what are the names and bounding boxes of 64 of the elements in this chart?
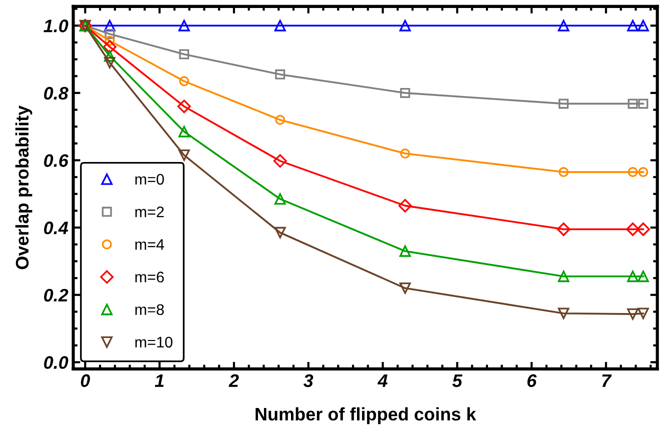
point <box>638 308 649 320</box>
point <box>558 270 570 282</box>
point <box>177 100 191 114</box>
point <box>275 114 286 125</box>
x-tick-label: 5 <box>452 374 462 388</box>
point <box>558 98 569 109</box>
point <box>102 40 116 54</box>
legend-label: m=0 <box>135 174 164 185</box>
y-tick-label: 0.6 <box>44 154 68 167</box>
point <box>627 270 638 282</box>
point <box>104 20 116 32</box>
y-tick-label: 0.4 <box>44 222 68 234</box>
point <box>275 69 286 80</box>
point <box>638 167 648 178</box>
point <box>556 222 570 236</box>
point <box>399 282 411 294</box>
point <box>178 150 190 161</box>
point <box>627 308 638 320</box>
y-axis-title: Overlap probability <box>15 106 32 270</box>
point <box>626 222 640 236</box>
y-tick-label: 0.0 <box>44 356 68 369</box>
point <box>179 76 190 86</box>
y-tick-label: 0.2 <box>44 288 68 302</box>
point <box>558 167 569 178</box>
legend-label: m=10 <box>135 336 172 348</box>
point <box>273 154 287 168</box>
legend-label: m=2 <box>135 206 164 218</box>
x-tick-label: 2 <box>228 374 239 387</box>
x-tick-label: 0 <box>80 374 90 388</box>
point <box>636 222 650 236</box>
point <box>104 50 116 62</box>
x-tick-label: 3 <box>304 374 314 388</box>
point <box>628 98 638 109</box>
x-tick-label: 4 <box>377 374 388 387</box>
point <box>179 49 190 60</box>
point <box>274 226 286 238</box>
point <box>104 56 116 68</box>
y-tick-label: 1.0 <box>44 20 68 32</box>
point <box>627 20 638 32</box>
point <box>274 193 286 205</box>
legend-label: m=8 <box>135 304 164 316</box>
x-tick-label: 6 <box>527 374 537 388</box>
point <box>178 126 190 138</box>
point <box>178 20 190 32</box>
point <box>400 88 410 98</box>
point <box>104 36 115 46</box>
point <box>400 148 410 159</box>
point <box>638 270 649 282</box>
legend-label: m=4 <box>135 239 164 250</box>
point <box>638 20 649 32</box>
point <box>558 308 570 320</box>
x-axis-title: Number of flipped coins k <box>256 407 476 424</box>
x-tick-label: 7 <box>602 374 612 387</box>
point <box>399 245 411 257</box>
point <box>398 198 412 212</box>
x-tick-label: 1 <box>154 374 164 387</box>
point <box>638 98 648 109</box>
point <box>399 20 411 32</box>
legend-label: m=6 <box>135 272 164 282</box>
point <box>558 20 570 32</box>
point <box>628 167 638 178</box>
point <box>274 20 286 32</box>
point <box>104 29 115 40</box>
y-tick-label: 0.8 <box>44 86 68 100</box>
